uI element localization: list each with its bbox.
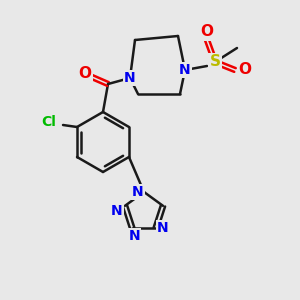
Text: N: N <box>132 185 144 199</box>
Text: O: O <box>200 25 214 40</box>
Text: Cl: Cl <box>42 115 56 129</box>
Text: O: O <box>238 62 251 77</box>
Text: N: N <box>124 71 136 85</box>
Text: N: N <box>157 221 169 235</box>
Text: O: O <box>79 67 92 82</box>
Text: N: N <box>179 63 191 77</box>
Text: N: N <box>128 229 140 243</box>
Text: N: N <box>111 204 123 218</box>
Text: S: S <box>209 55 220 70</box>
